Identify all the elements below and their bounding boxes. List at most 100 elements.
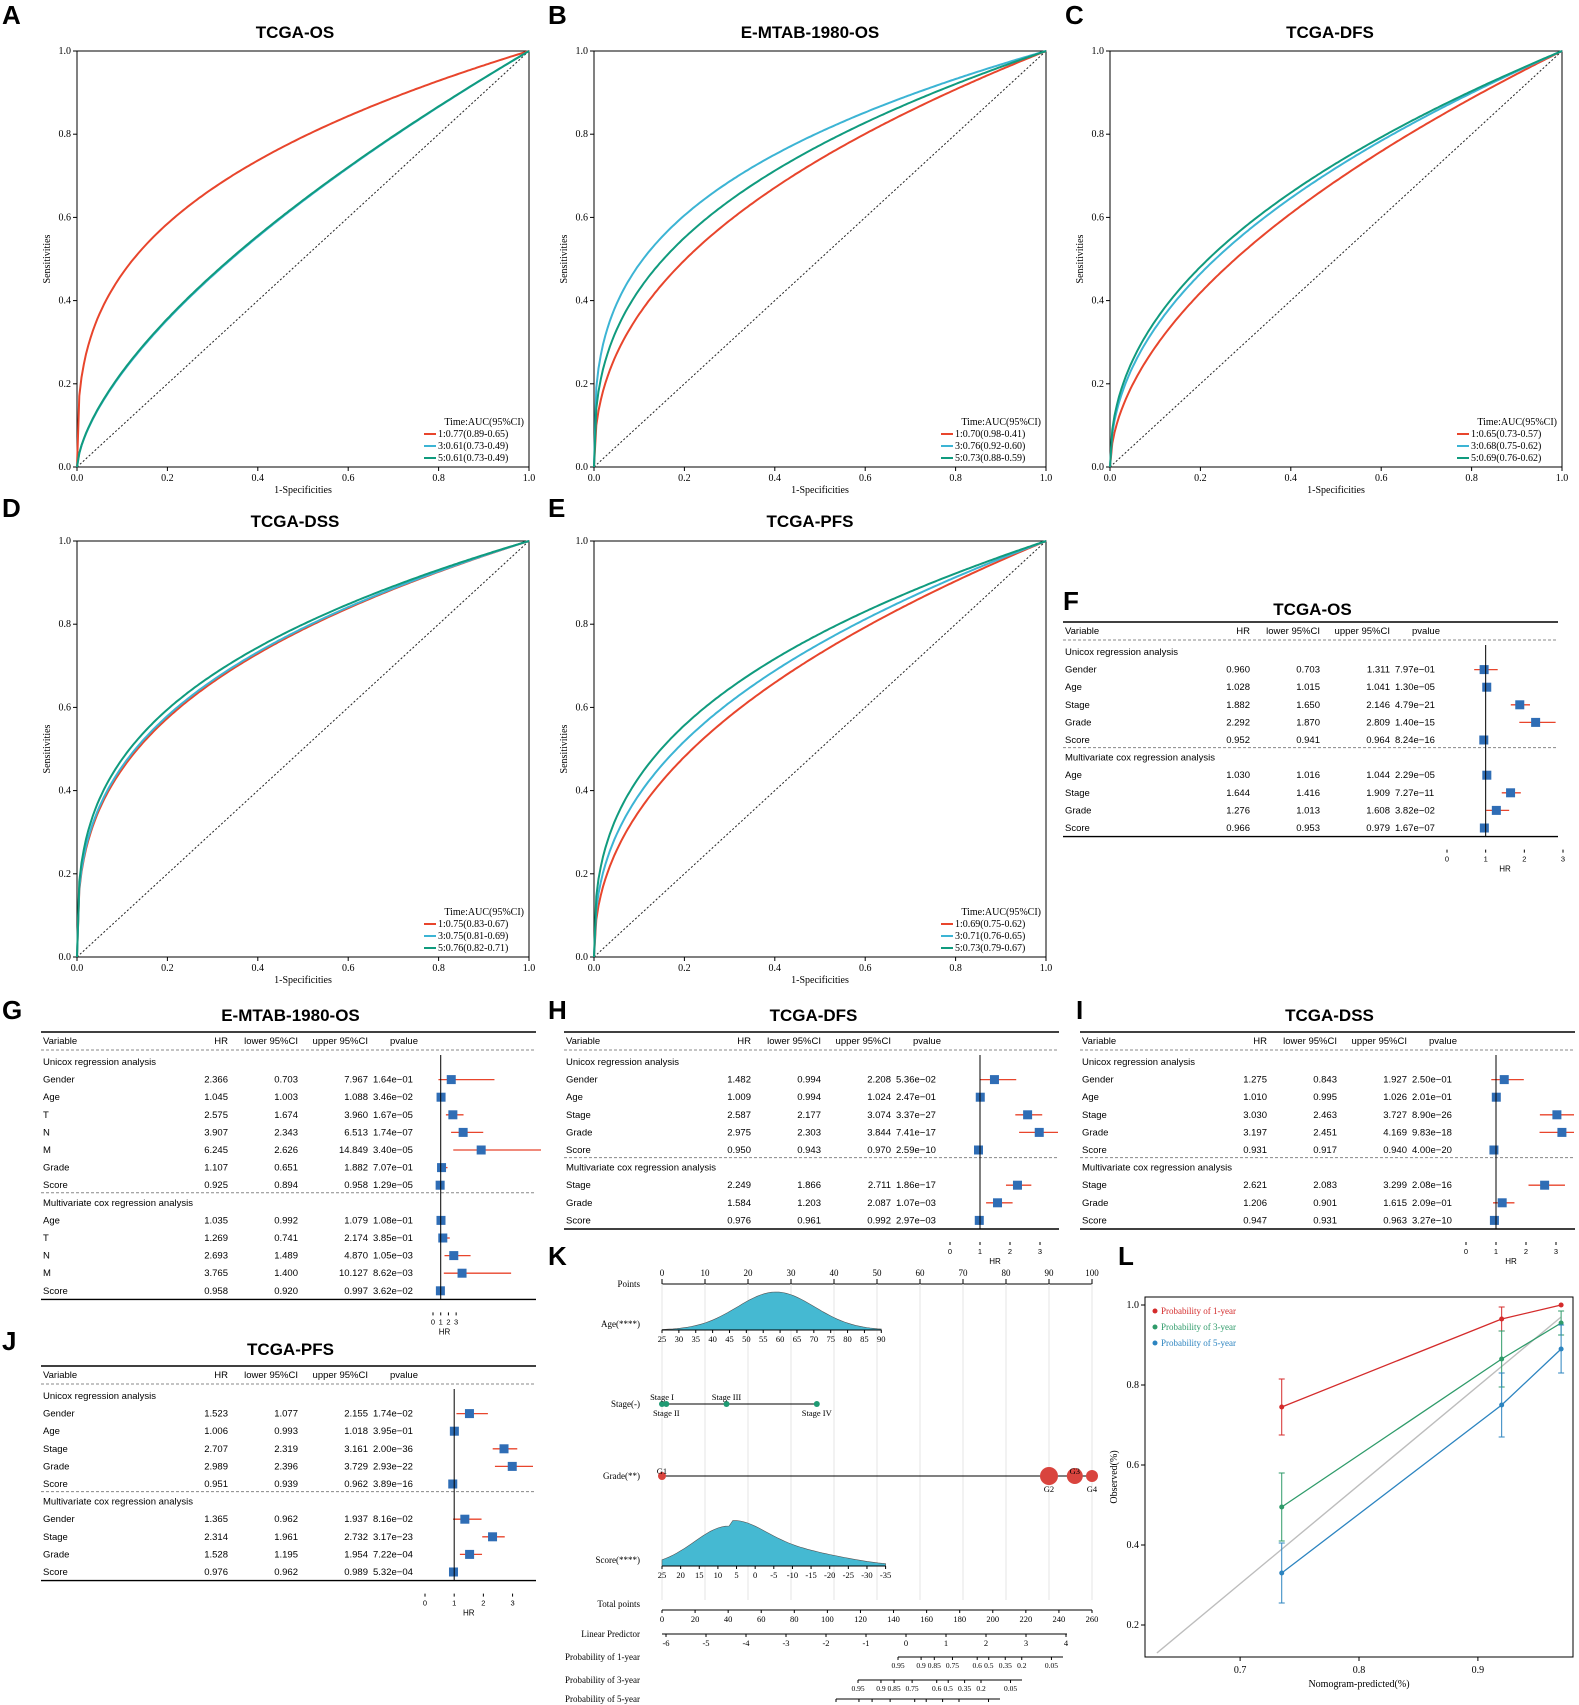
row-upper-ci: 10.127 [339,1268,368,1279]
column-header: lower 95%CI [244,1036,298,1047]
column-header: Variable [1082,1036,1116,1047]
row-hr: 1.030 [1226,770,1250,781]
row-hr: 1.006 [204,1426,228,1437]
x-tick-label: 0.0 [588,963,601,974]
x-tick-label: 0.6 [342,963,355,974]
panel-label-h: H [548,995,567,1025]
score-tick-label: 5 [734,1570,738,1580]
forest-plot-i: TCGA-DSS Variable HR lower 95%CI upper 95%CI… [1080,1006,1575,1266]
calibration-point [1499,1356,1505,1362]
roc-chart-a: TCGA-OS 0.00.0 0.2 0.2 0.4 0.4 0.6 0.6 0.8 0.8 1.0… [42,23,535,496]
row-variable: M [43,1145,51,1156]
row-hr: 2.693 [204,1251,228,1262]
lp-tick-label: -5 [702,1638,709,1648]
probability-tick-label: 0.35 [999,1661,1012,1670]
x-tick-label: 0.4 [252,963,265,974]
row-variable: Grade [566,1127,592,1138]
row-lower-ci: 1.016 [1296,770,1320,781]
legend-title: Time:AUC(95%CI) [444,907,524,918]
section-label: Unicox regression analysis [43,1391,156,1402]
column-header: lower 95%CI [244,1370,298,1381]
hr-marker [1506,788,1516,798]
stage-level-label: Stage IV [802,1408,833,1418]
row-hr: 1.275 [1243,1075,1267,1086]
row-upper-ci: 0.963 [1383,1215,1407,1226]
hr-marker [448,1110,458,1120]
stage-level-label: Stage III [712,1392,742,1402]
row-variable: Gender [43,1075,75,1086]
row-hr: 1.365 [204,1514,228,1525]
row-lower-ci: 0.843 [1313,1075,1337,1086]
x-tick-label: 0.0 [588,473,601,484]
hr-marker [1479,735,1489,745]
y-tick-label: 1.0 [59,46,72,57]
row-lower-ci: 0.894 [274,1180,298,1191]
points-tick-label: 70 [959,1268,969,1278]
row-pvalue: 1.40e−15 [1395,717,1435,728]
roc-chart-b: E-MTAB-1980-OS 0.00.0 0.2 0.2 0.4 0.4 0.6 0.6 0.… [559,23,1052,496]
row-lower-ci: 0.741 [274,1233,298,1244]
hr-tick-label: 1 [1484,855,1488,864]
row-lower-ci: 1.489 [274,1251,298,1262]
row-pvalue: 8.90e−26 [1412,1110,1452,1121]
x-tick-label: 0.4 [769,963,782,974]
forest-plot-h: TCGA-DFS Variable HR lower 95%CI upper 95%CI… [564,1006,1059,1266]
x-axis-label: 1-Specificities [791,975,849,986]
row-hr: 0.960 [1226,665,1250,676]
row-upper-ci: 1.044 [1366,770,1390,781]
nomogram-row-label: Age(****) [601,1319,640,1329]
calibration-point [1279,1404,1285,1410]
x-axis-label: Nomogram-predicted(%) [1308,1679,1409,1690]
y-axis-label: Sensitivities [559,234,570,283]
row-upper-ci: 0.958 [344,1180,368,1191]
points-tick-label: 50 [873,1268,883,1278]
row-lower-ci: 0.995 [1313,1092,1337,1103]
legend-label: 1:0.70(0.98-0.41) [955,429,1025,440]
row-hr: 1.269 [204,1233,228,1244]
row-upper-ci: 0.962 [344,1479,368,1490]
age-tick-label: 75 [826,1334,835,1344]
column-header: Variable [1065,626,1099,637]
column-header: pvalue [390,1036,418,1047]
legend-label: 3:0.68(0.75-0.62) [1471,441,1541,452]
y-tick-label: 1.0 [576,46,589,57]
calibration-chart-l: 0.7 0.8 0.9 0.2 0.4 0.6 0.8 1.0 Nomogram-predict… [1109,1296,1574,1690]
row-hr: 1.523 [204,1409,228,1420]
row-hr: 1.009 [727,1092,751,1103]
row-hr: 2.707 [204,1444,228,1455]
hr-tick-label: 3 [510,1599,514,1608]
hr-marker [1489,1145,1499,1155]
section-label: Multivariate cox regression analysis [43,1198,193,1209]
row-pvalue: 7.27e−11 [1395,788,1434,799]
total-tick-label: 200 [986,1614,999,1624]
column-header: HR [1236,626,1250,637]
row-pvalue: 1.64e−01 [373,1075,413,1086]
probability-tick-label: 0.5 [984,1661,994,1670]
section-label: Multivariate cox regression analysis [43,1497,193,1508]
row-variable: Score [566,1145,591,1156]
row-pvalue: 5.32e−04 [373,1567,413,1578]
row-pvalue: 2.97e−03 [896,1215,936,1226]
score-tick-label: -10 [787,1570,798,1580]
row-hr: 2.292 [1226,717,1250,728]
row-variable: Score [1082,1145,1107,1156]
lp-tick-label: 1 [944,1638,948,1648]
column-header: upper 95%CI [1352,1036,1407,1047]
forest-plot-f: TCGA-OS Variable HR lower 95%CI upper 95%CI p… [1063,600,1565,874]
row-variable: N [43,1127,50,1138]
hr-marker [1497,1198,1507,1208]
row-hr: 1.045 [204,1092,228,1103]
x-tick-label: 0.6 [859,963,872,974]
row-hr: 0.947 [1243,1215,1267,1226]
nomogram-row-label: Linear Predictor [581,1629,640,1639]
forest-plot-j: TCGA-PFS Variable HR lower 95%CI upper 95%CI… [41,1340,536,1618]
lp-tick-label: 2 [984,1638,988,1648]
y-tick-label: 0.8 [1092,129,1105,140]
x-tick-label: 0.6 [859,473,872,484]
hr-tick-label: 2 [1524,1247,1528,1256]
panel-label-l: L [1118,1241,1134,1271]
legend-label: 1:0.75(0.83-0.67) [438,919,508,930]
hr-marker [1479,665,1489,675]
row-variable: Stage [1065,700,1090,711]
roc-curve [593,50,1047,468]
